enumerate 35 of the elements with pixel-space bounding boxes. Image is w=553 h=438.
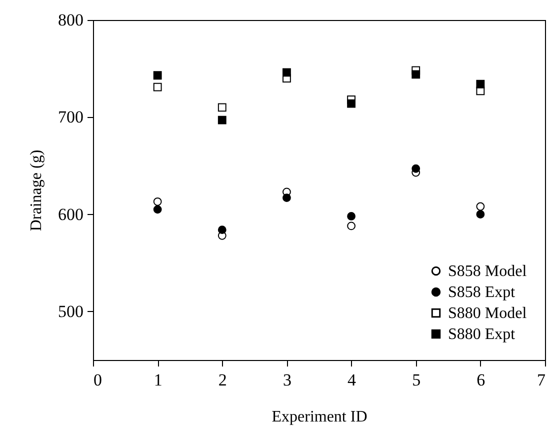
y-axis-title: Drainage (g) <box>28 150 45 232</box>
point <box>218 226 226 234</box>
point <box>476 80 485 88</box>
x-tick-label: 2 <box>218 370 227 390</box>
point <box>476 202 485 211</box>
x-tick-label: 0 <box>94 370 102 390</box>
x-tick-label: 5 <box>412 370 421 390</box>
legend-label: S880 Model <box>448 305 528 322</box>
y-tick-label: 700 <box>58 108 84 127</box>
x-tick-label: 7 <box>537 370 546 390</box>
point <box>412 164 420 173</box>
x-tick-label: 6 <box>476 370 486 390</box>
y-tick-label: 600 <box>58 204 84 224</box>
x-tick-label: 4 <box>348 370 357 390</box>
y-tick-label: 800 <box>58 10 84 30</box>
point <box>347 212 356 220</box>
point <box>476 210 485 218</box>
point <box>153 197 162 206</box>
legend-label: S858 Expt <box>448 284 516 301</box>
point <box>282 68 291 77</box>
point <box>218 116 226 124</box>
point <box>218 103 226 112</box>
x-tick-label: 1 <box>154 370 162 390</box>
point <box>153 82 162 92</box>
point <box>153 205 162 214</box>
point <box>347 222 356 230</box>
y-tick-label: 500 <box>58 302 84 321</box>
point <box>153 71 162 80</box>
point <box>347 99 356 108</box>
x-axis-title: Experiment ID <box>272 408 368 426</box>
point <box>282 194 291 202</box>
legend-label: S880 Expt <box>448 326 516 343</box>
legend-label: S858 Model <box>448 263 528 280</box>
point <box>412 70 420 79</box>
x-tick-label: 3 <box>282 370 292 390</box>
